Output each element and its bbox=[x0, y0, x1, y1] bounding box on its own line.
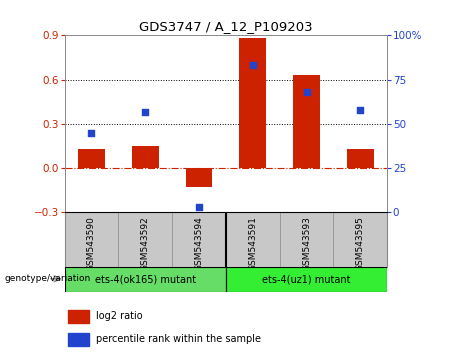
Text: ets-4(ok165) mutant: ets-4(ok165) mutant bbox=[95, 275, 196, 285]
Point bbox=[88, 130, 95, 136]
Bar bbox=[226, 267, 387, 292]
Bar bbox=[78, 149, 105, 168]
Text: genotype/variation: genotype/variation bbox=[5, 274, 91, 284]
Text: GSM543591: GSM543591 bbox=[248, 216, 257, 271]
Text: log2 ratio: log2 ratio bbox=[96, 312, 142, 321]
Text: percentile rank within the sample: percentile rank within the sample bbox=[96, 335, 261, 344]
Text: GSM543593: GSM543593 bbox=[302, 216, 311, 271]
Point bbox=[357, 107, 364, 113]
Bar bbox=[239, 38, 266, 168]
Bar bbox=[68, 310, 89, 323]
Point bbox=[195, 204, 203, 210]
Bar bbox=[185, 168, 213, 187]
Bar bbox=[293, 75, 320, 168]
Text: GSM543595: GSM543595 bbox=[356, 216, 365, 271]
Bar bbox=[347, 149, 374, 168]
Text: GSM543592: GSM543592 bbox=[141, 216, 150, 271]
Text: ets-4(uz1) mutant: ets-4(uz1) mutant bbox=[262, 275, 351, 285]
Bar bbox=[65, 267, 226, 292]
Bar bbox=[132, 146, 159, 168]
Point bbox=[303, 89, 310, 95]
Text: GSM543594: GSM543594 bbox=[195, 216, 203, 271]
Title: GDS3747 / A_12_P109203: GDS3747 / A_12_P109203 bbox=[139, 20, 313, 33]
Point bbox=[249, 63, 256, 68]
Point bbox=[142, 109, 149, 114]
Text: GSM543590: GSM543590 bbox=[87, 216, 96, 271]
Bar bbox=[68, 333, 89, 346]
